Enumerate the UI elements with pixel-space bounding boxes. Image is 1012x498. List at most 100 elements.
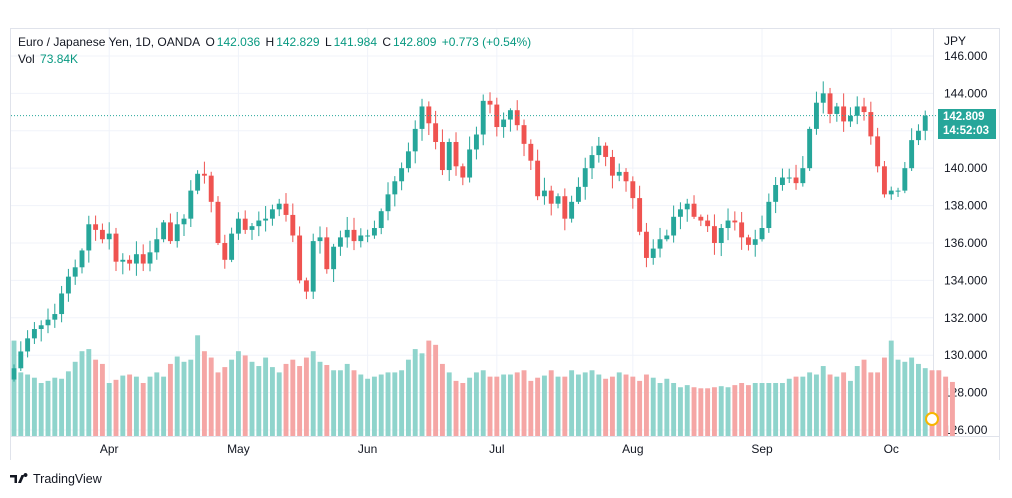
candle-body <box>473 134 479 150</box>
candle-body <box>52 314 58 320</box>
candle-body <box>718 228 724 243</box>
volume-bar <box>854 366 860 436</box>
volume-bar <box>507 374 513 436</box>
volume-bar <box>541 375 547 436</box>
candle-body <box>643 231 649 258</box>
candle-body <box>72 267 78 277</box>
candle-body <box>242 218 248 230</box>
volume-bar <box>276 372 282 436</box>
volume-bar <box>324 364 330 436</box>
volume-bar <box>555 376 561 436</box>
scroll-to-realtime-button[interactable] <box>925 412 939 426</box>
volume-bar <box>72 361 78 436</box>
volume-bar <box>786 378 792 436</box>
candle-body <box>725 220 731 229</box>
volume-bar <box>902 361 908 436</box>
volume-bar <box>480 370 486 436</box>
volume-bar <box>467 377 473 436</box>
volume-bar <box>358 374 364 436</box>
tradingview-brand[interactable]: TradingView <box>33 472 102 486</box>
x-tick-label: Apr <box>100 442 119 456</box>
candle-body <box>677 209 683 217</box>
candle-body <box>65 276 71 294</box>
last-price-value: 142.809 <box>943 110 985 123</box>
candle-body <box>514 110 520 126</box>
candle-body <box>569 201 575 219</box>
candle-body <box>358 235 364 242</box>
candle-body <box>650 248 656 258</box>
high-label: H <box>265 35 275 49</box>
volume-bar <box>596 374 602 436</box>
tradingview-logo-icon[interactable] <box>10 473 28 485</box>
volume-bar <box>711 387 717 436</box>
candle-body <box>235 218 241 234</box>
candle-body <box>11 368 17 380</box>
volume-bar <box>691 387 697 436</box>
candle-body <box>113 233 119 262</box>
volume-bar <box>242 355 248 436</box>
volume-bar <box>290 359 296 436</box>
candle-body <box>399 168 405 182</box>
currency-label: JPY <box>944 34 967 48</box>
x-tick-label: Aug <box>622 442 643 456</box>
volume-bar <box>31 377 37 436</box>
candle-body <box>705 220 711 227</box>
volume-bar <box>181 361 187 436</box>
candle-body <box>371 228 377 236</box>
volume-bar <box>575 374 581 436</box>
volume-bar <box>11 340 17 436</box>
volume-bar <box>841 372 847 436</box>
volume-bar <box>405 359 411 436</box>
volume-bar <box>385 372 391 436</box>
candle-body <box>562 196 568 219</box>
candle-body <box>25 338 31 352</box>
volume-bar <box>317 361 323 436</box>
x-tick-label: Sep <box>751 442 773 456</box>
y-tick-label: 128.000 <box>944 386 988 400</box>
candle-body <box>888 190 894 195</box>
volume-bar <box>820 366 826 436</box>
candle-body <box>535 160 541 197</box>
candle-body <box>290 214 296 236</box>
volume-label[interactable]: Vol <box>18 52 35 66</box>
volume-bar <box>45 380 51 436</box>
candle-body <box>664 235 670 240</box>
candle-body <box>310 241 316 292</box>
candle-body <box>847 115 853 122</box>
volume-bar <box>773 383 779 436</box>
candle-body <box>501 119 507 128</box>
volume-bar <box>473 372 479 436</box>
candle-body <box>637 198 643 232</box>
candle-body <box>834 106 840 114</box>
volume-bar <box>106 383 112 436</box>
volume-bar <box>759 383 765 436</box>
symbol-label[interactable]: Euro / Japanese Yen, 1D, OANDA <box>18 35 201 49</box>
y-tick-label: 146.000 <box>944 49 988 63</box>
y-tick-label: 134.000 <box>944 273 988 287</box>
candle-body <box>412 128 418 152</box>
volume-bar <box>235 351 241 436</box>
candle-body <box>378 211 384 229</box>
volume-bar <box>283 363 289 436</box>
candle-body <box>460 166 466 178</box>
candle-body <box>106 233 112 240</box>
volume-bar <box>847 380 853 436</box>
candle-body <box>813 102 819 129</box>
candle-body <box>337 237 343 247</box>
candle-body <box>800 168 806 184</box>
candle-body <box>195 173 201 191</box>
candle-body <box>487 100 493 105</box>
volume-bar <box>86 349 92 436</box>
volume-bar <box>725 387 731 436</box>
volume-bar <box>895 359 901 436</box>
volume-bar <box>521 370 527 436</box>
candle-body <box>351 229 357 242</box>
candle-body <box>174 224 180 242</box>
x-tick-label: May <box>227 442 250 456</box>
candle-body <box>922 115 928 131</box>
candle-body <box>419 106 425 129</box>
candle-body <box>507 110 513 120</box>
volume-bar <box>922 368 928 436</box>
candle-body <box>582 168 588 187</box>
